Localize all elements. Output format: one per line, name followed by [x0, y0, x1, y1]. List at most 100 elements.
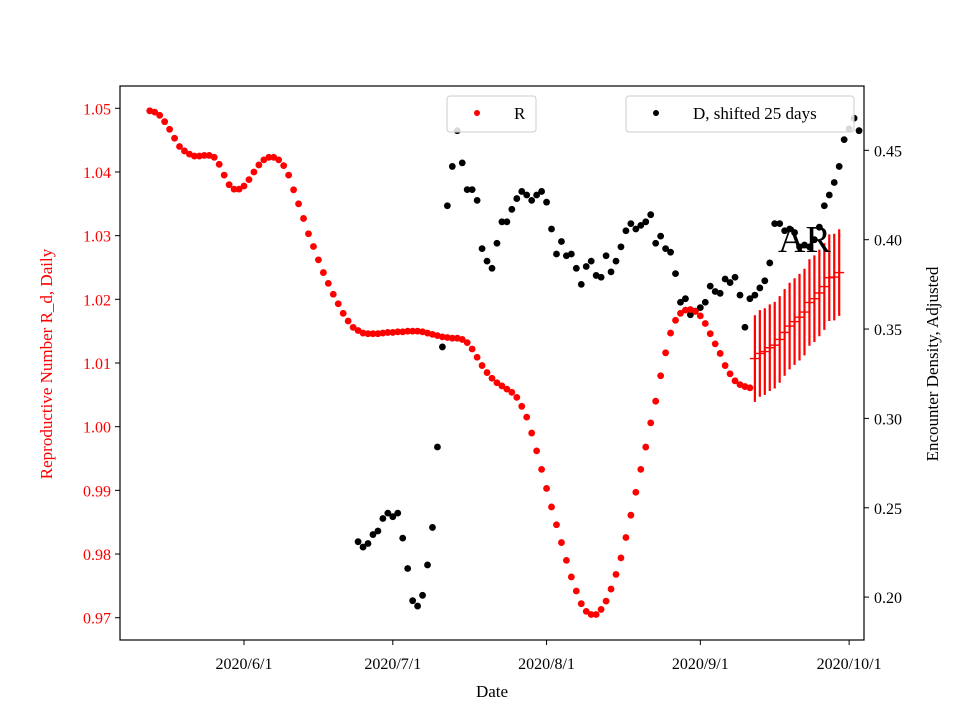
d-point — [572, 264, 580, 272]
left-y-tick-label: 1.02 — [83, 292, 111, 309]
d-point — [672, 270, 679, 278]
legend-d-marker — [653, 110, 659, 116]
r-point — [324, 280, 332, 287]
legend-r-marker — [474, 110, 480, 116]
left-y-tick-label: 1.00 — [83, 420, 111, 437]
r-point — [746, 384, 754, 392]
d-point — [399, 534, 407, 542]
d-point — [523, 191, 531, 199]
plot-area — [146, 107, 863, 618]
r-point — [319, 269, 327, 276]
r-point — [478, 362, 486, 369]
d-point — [364, 540, 372, 547]
r-point — [731, 377, 739, 385]
r-point — [384, 329, 392, 336]
r-point — [389, 329, 397, 336]
r-point — [339, 309, 347, 317]
r-point — [156, 111, 164, 119]
d-point — [443, 202, 451, 210]
r-point — [329, 290, 337, 298]
d-point — [429, 524, 436, 531]
r-point — [404, 327, 412, 335]
r-point — [667, 329, 674, 337]
r-point — [622, 534, 630, 541]
d-point — [607, 268, 615, 276]
r-point — [662, 349, 669, 357]
d-point — [627, 220, 635, 228]
legend-r-label: R — [514, 104, 526, 123]
d-point — [389, 513, 397, 521]
r-point — [523, 413, 531, 421]
d-point — [577, 280, 585, 288]
right-y-tick-label: 0.30 — [874, 411, 902, 428]
r-point — [587, 611, 595, 618]
x-tick-label: 2020/8/1 — [518, 656, 575, 673]
r-point — [493, 379, 501, 387]
r-point — [359, 329, 367, 337]
r-point — [716, 350, 724, 357]
r-point — [627, 511, 635, 519]
d-point — [726, 279, 734, 286]
d-point — [706, 282, 714, 290]
r-point — [349, 323, 357, 331]
r-point — [166, 125, 174, 133]
d-point — [439, 343, 446, 351]
right-y-axis-label: Encounter Density, Adjusted — [923, 266, 942, 461]
r-point — [528, 429, 536, 437]
d-point — [513, 195, 521, 202]
r-point — [295, 200, 302, 208]
r-point — [458, 336, 466, 343]
d-point — [840, 136, 848, 144]
left-y-tick-label: 1.03 — [83, 229, 111, 246]
d-point — [483, 257, 491, 265]
legend-d-box — [625, 95, 855, 133]
r-point — [215, 160, 223, 168]
r-point — [414, 327, 421, 335]
d-point — [647, 211, 655, 219]
r-point — [632, 488, 640, 496]
r-point — [682, 306, 689, 314]
r-point — [513, 393, 521, 401]
x-axis-label: Date — [476, 682, 508, 701]
d-point — [830, 179, 838, 186]
d-point — [701, 298, 709, 306]
d-point — [622, 227, 630, 235]
left-y-tick-label: 0.99 — [83, 483, 111, 500]
r-point — [657, 372, 665, 380]
d-point — [384, 509, 392, 517]
r-point — [290, 186, 297, 194]
r-point — [374, 330, 382, 338]
left-y-tick-label: 1.01 — [83, 356, 111, 373]
d-point — [597, 273, 605, 281]
legend-r-box — [446, 95, 537, 133]
d-point — [855, 127, 863, 135]
r-point — [597, 606, 605, 613]
d-point — [820, 202, 828, 210]
d-point — [815, 223, 823, 231]
d-point — [811, 236, 818, 244]
d-point — [409, 597, 417, 605]
d-point — [731, 273, 739, 281]
r-point — [409, 327, 417, 335]
r-point — [473, 353, 481, 361]
d-point — [508, 205, 516, 213]
r-point — [572, 587, 580, 595]
d-point — [766, 259, 774, 267]
r-point — [305, 230, 312, 238]
r-point — [399, 328, 407, 336]
r-point — [647, 419, 655, 427]
right-y-tick-label: 0.40 — [874, 233, 902, 250]
r-point — [344, 317, 352, 325]
d-point — [414, 602, 421, 610]
d-point — [354, 538, 362, 546]
d-point — [825, 191, 833, 199]
r-point — [443, 334, 451, 341]
r-point — [696, 312, 704, 320]
r-point — [602, 597, 610, 605]
x-tick-label: 2020/6/1 — [216, 656, 273, 673]
r-point — [191, 152, 198, 160]
r-point — [280, 162, 288, 169]
r-point — [463, 339, 471, 347]
d-point — [468, 186, 476, 194]
